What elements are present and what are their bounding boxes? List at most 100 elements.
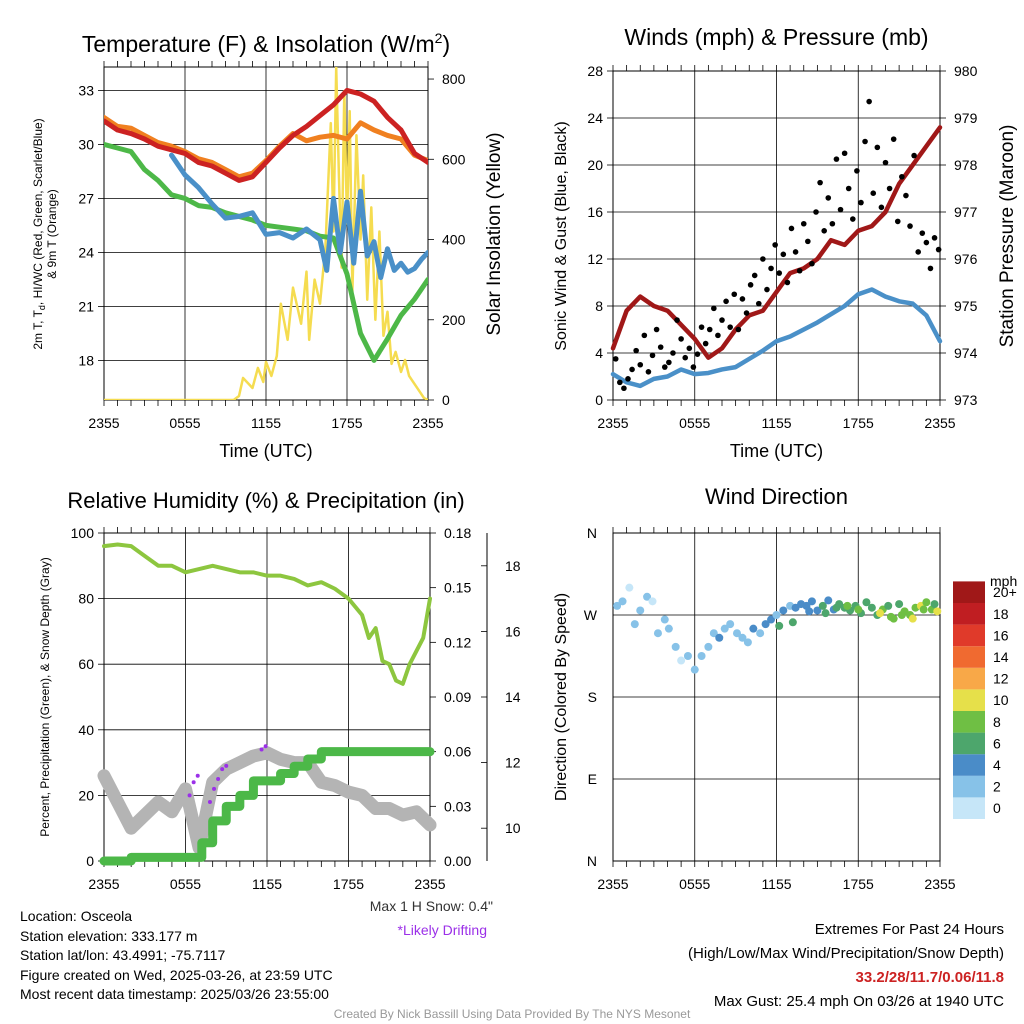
gust-point (723, 298, 729, 305)
rh-y2-y-tick-label: 0.15 (444, 580, 471, 596)
gust-point (698, 324, 705, 330)
wind-direction-point (613, 601, 622, 610)
wind-y-tick-label: 0 (595, 392, 603, 408)
gust-point (649, 352, 656, 359)
gust-point (878, 204, 885, 211)
gust-point (727, 324, 733, 330)
gust-point (621, 385, 627, 392)
wind-direction-point (788, 618, 797, 627)
wdir-x-tick-label: 0555 (679, 876, 710, 892)
gust-point (641, 332, 648, 339)
gust-point (661, 364, 668, 370)
legend-swatch (953, 624, 985, 647)
temp-y-tick-label: 24 (78, 244, 94, 260)
drifting-point (207, 799, 212, 804)
gust-point (862, 138, 868, 145)
temp-x-tick-label: 1755 (331, 415, 362, 431)
wind-direction-point (821, 609, 830, 618)
gust-point (796, 267, 803, 274)
snow-depth-y-tick-label: 14 (505, 689, 521, 705)
wind-direction-point (832, 603, 841, 612)
legend-swatch (953, 581, 985, 603)
temp-plot-area (104, 67, 428, 400)
gust-point (899, 173, 905, 180)
rh-x-tick-label: 1155 (252, 876, 282, 892)
gust-point (874, 144, 881, 151)
rh-y2-y-tick-label: 0.06 (444, 744, 471, 760)
wind-y-tick-label: 8 (595, 298, 603, 314)
wind-direction-point (922, 598, 931, 607)
created-text: Figure created on Wed, 2025-03-26, at 23… (20, 966, 333, 983)
snow-depth-y-tick-label: 10 (505, 820, 521, 836)
gust-point (682, 354, 689, 361)
max-gust-text: Max Gust: 25.4 mph On 03/26 at 1940 UTC (713, 993, 1004, 1010)
wind-direction-point (743, 638, 752, 647)
drifting-note: *Likely Drifting (397, 922, 487, 938)
gust-point (788, 225, 795, 232)
credit-text: Created By Nick Bassill Using Data Provi… (333, 1007, 691, 1021)
gust-point (764, 286, 770, 293)
temp-y2-y-tick-label: 600 (442, 151, 466, 167)
rh-y-tick-label: 40 (78, 722, 94, 738)
wind-direction-point (897, 611, 906, 619)
wind-direction-point (704, 642, 713, 651)
station-info: Location: Osceola Station elevation: 333… (20, 907, 333, 1005)
wind-direction-point (660, 615, 669, 624)
gust-point (813, 209, 819, 215)
wind-x-tick-label: 2355 (924, 415, 955, 431)
wind-direction-point (807, 597, 816, 606)
precip-line (99, 747, 435, 866)
wind-y2-y-tick-label: 975 (954, 298, 978, 314)
gust-point (637, 361, 644, 368)
wind-direction-point (732, 629, 741, 638)
wind-direction-point (720, 624, 729, 633)
wind-direction-point (756, 629, 765, 638)
wdir-chart-title: Wind Direction (705, 484, 848, 509)
wind-x-tick-label: 2355 (597, 415, 628, 431)
wind-direction-point (813, 606, 822, 615)
gust-point (747, 282, 754, 288)
wind-direction-point (671, 642, 680, 651)
wind-direction-point (862, 598, 871, 607)
wdir-y-tick-label: W (584, 607, 598, 623)
gust-point (776, 270, 783, 276)
drifting-point (259, 747, 264, 752)
gust-point (751, 272, 758, 279)
wdir-y-tick-label: E (588, 771, 597, 787)
drifting-point (195, 773, 200, 778)
wind-direction-point (643, 592, 652, 601)
temp-chart-title: Temperature (F) & Insolation (W/m2) (82, 30, 450, 57)
gust-point (809, 260, 815, 267)
temp-y-axis-label-line2: & 9m T (Orange) (45, 189, 59, 279)
legend-swatch (953, 667, 985, 690)
wind-x-axis-label: Time (UTC) (730, 441, 823, 461)
gust-point (841, 150, 848, 157)
wind-direction-point (683, 652, 692, 660)
gust-point (690, 364, 697, 370)
elevation-text: Station elevation: 333.177 m (20, 927, 198, 944)
gust-point (715, 332, 721, 339)
legend-swatch (953, 797, 985, 819)
gust-point (743, 310, 750, 316)
wind-direction-point (690, 665, 699, 674)
gust-point (931, 235, 938, 241)
temp-y-tick-label: 21 (78, 298, 94, 314)
temp-y2-axis-label: Solar Insolation (Yellow) (484, 132, 505, 335)
legend-label: 12 (993, 671, 1009, 687)
gust-point (784, 279, 791, 286)
wind-direction-point (933, 607, 942, 616)
wind-y-tick-label: 24 (587, 110, 603, 126)
wind-direction-point (618, 597, 627, 606)
gust-point (670, 350, 676, 356)
temp-y2-y-tick-label: 400 (442, 232, 466, 248)
gust-point (845, 185, 852, 192)
temp-x-tick-label: 2355 (412, 415, 443, 431)
wind-direction-point (636, 606, 645, 615)
temp-y-tick-label: 18 (78, 352, 94, 368)
wind-direction-point (854, 605, 863, 614)
gust-point (768, 265, 774, 272)
gust-point (625, 376, 631, 382)
wind-y-tick-label: 20 (587, 157, 603, 173)
gust-point (903, 192, 909, 199)
